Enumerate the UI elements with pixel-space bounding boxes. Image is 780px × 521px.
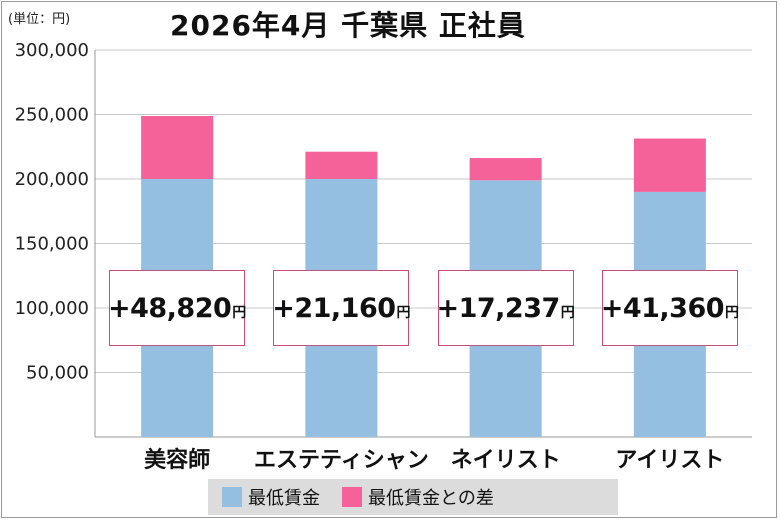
y-tick-label: 50,000 [26, 363, 89, 384]
difference-value: +21,160 [272, 292, 396, 324]
category-label: ネイリスト [451, 448, 561, 473]
difference-box: +21,160 円 [272, 270, 411, 346]
y-tick-label: 150,000 [15, 234, 89, 255]
y-tick-label: 300,000 [15, 40, 89, 61]
unit-label: (単位：円) [8, 12, 71, 27]
legend: 最低賃金 最低賃金との差 [208, 479, 618, 515]
category-label: アイリスト [615, 448, 724, 473]
y-tick-label: 100,000 [15, 298, 89, 319]
difference-box: +41,360 円 [600, 270, 740, 346]
bar-diff [141, 116, 214, 179]
bar-diff [305, 151, 378, 179]
y-tick-label: 200,000 [15, 169, 89, 190]
chart-title: 2026年4月 千葉県 正社員 [170, 9, 526, 42]
yen-unit: 円 [396, 305, 411, 321]
legend-item-diff: 最低賃金との差 [342, 484, 494, 510]
difference-box: +17,237 円 [436, 270, 575, 346]
legend-label-base: 最低賃金 [248, 488, 320, 509]
legend-item-base: 最低賃金 [222, 484, 320, 510]
yen-unit: 円 [725, 305, 740, 321]
legend-swatch-diff [342, 487, 362, 507]
legend-swatch-base [222, 487, 242, 507]
difference-box: +48,820 円 [107, 270, 247, 346]
yen-unit: 円 [560, 305, 575, 321]
legend-label-diff: 最低賃金との差 [368, 488, 494, 509]
category-label: エステティシャン [254, 448, 429, 473]
y-tick-label: 250,000 [15, 105, 89, 126]
difference-value: +17,237 [436, 292, 560, 324]
bar-diff [469, 158, 542, 181]
bar-diff [633, 138, 706, 192]
difference-value: +48,820 [107, 292, 232, 324]
difference-value: +41,360 [600, 292, 725, 324]
yen-unit: 円 [232, 305, 247, 321]
category-label: 美容師 [144, 447, 210, 473]
